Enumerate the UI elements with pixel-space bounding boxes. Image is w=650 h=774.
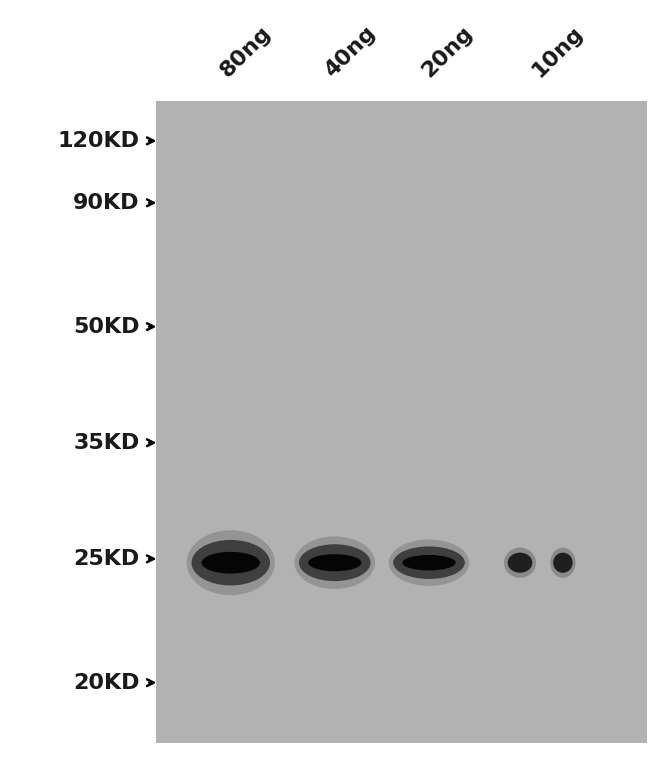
Ellipse shape — [389, 539, 469, 586]
Ellipse shape — [504, 548, 536, 577]
Bar — [156, 101, 647, 743]
Ellipse shape — [402, 555, 456, 570]
Text: 25KD: 25KD — [73, 549, 140, 569]
Ellipse shape — [553, 553, 573, 573]
Ellipse shape — [550, 548, 575, 577]
Ellipse shape — [202, 552, 260, 574]
Ellipse shape — [308, 554, 361, 571]
Ellipse shape — [192, 540, 270, 585]
Ellipse shape — [393, 546, 465, 579]
Text: 90KD: 90KD — [73, 193, 140, 213]
Ellipse shape — [299, 544, 370, 581]
Text: 20KD: 20KD — [73, 673, 140, 693]
Ellipse shape — [187, 530, 275, 595]
Text: 20ng: 20ng — [418, 22, 476, 81]
Text: 120KD: 120KD — [58, 131, 140, 151]
Text: 10ng: 10ng — [528, 22, 587, 81]
Text: 35KD: 35KD — [73, 433, 140, 453]
Text: 40ng: 40ng — [320, 22, 379, 81]
Text: 50KD: 50KD — [73, 317, 140, 337]
Ellipse shape — [294, 536, 375, 589]
Text: 80ng: 80ng — [216, 22, 275, 81]
Ellipse shape — [508, 553, 532, 573]
